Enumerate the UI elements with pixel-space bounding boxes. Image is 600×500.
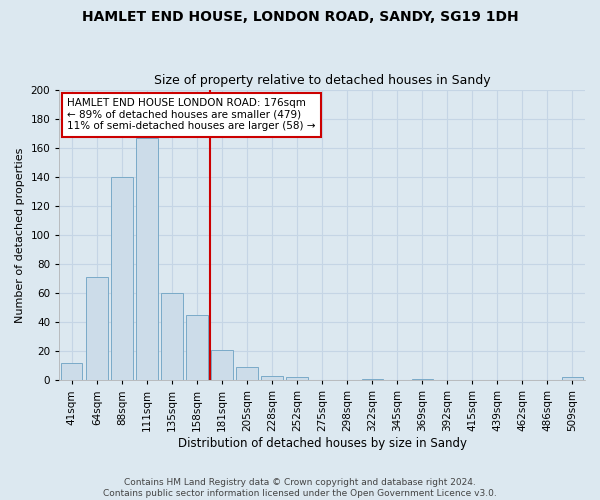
Bar [61,363,82,380]
Text: HAMLET END HOUSE LONDON ROAD: 176sqm
← 89% of detached houses are smaller (479)
: HAMLET END HOUSE LONDON ROAD: 176sqm ← 8… [67,98,316,132]
Text: HAMLET END HOUSE, LONDON ROAD, SANDY, SG19 1DH: HAMLET END HOUSE, LONDON ROAD, SANDY, SG… [82,10,518,24]
Bar [362,379,383,380]
Bar [562,378,583,380]
Bar [412,379,433,380]
Bar [286,378,308,380]
Bar [111,177,133,380]
Bar [236,367,258,380]
Bar [161,293,182,380]
Bar [211,350,233,380]
Title: Size of property relative to detached houses in Sandy: Size of property relative to detached ho… [154,74,490,87]
Bar [262,376,283,380]
Bar [136,138,158,380]
Bar [86,277,107,380]
Text: Contains HM Land Registry data © Crown copyright and database right 2024.
Contai: Contains HM Land Registry data © Crown c… [103,478,497,498]
X-axis label: Distribution of detached houses by size in Sandy: Distribution of detached houses by size … [178,437,467,450]
Bar [187,315,208,380]
Y-axis label: Number of detached properties: Number of detached properties [15,147,25,322]
